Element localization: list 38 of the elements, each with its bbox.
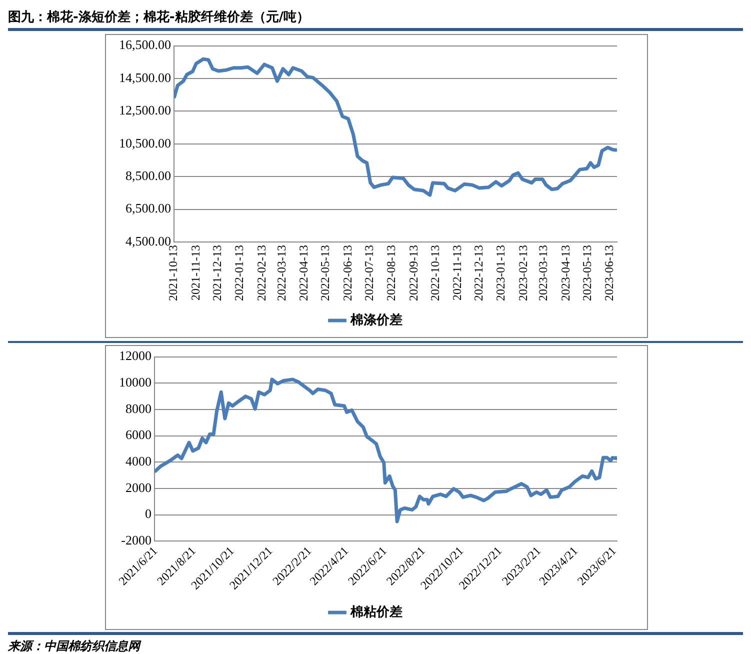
y-tick-label: -2000 [121, 532, 152, 548]
y-tick-label: 10,500.00 [119, 135, 171, 150]
y-tick-label: 8000 [126, 400, 152, 416]
y-tick-label: 6000 [126, 427, 152, 442]
y-tick-label: 14,500.00 [119, 70, 171, 85]
legend-label: 棉粘价差 [349, 604, 402, 620]
x-tick-label: 2023-01-13 [494, 245, 508, 302]
source-note: 来源：中国棉纺织信息网 [8, 638, 142, 654]
x-tick-label: 2023-06-13 [602, 245, 616, 302]
y-tick-label: 2000 [126, 480, 152, 495]
y-tick-label: 4000 [126, 454, 152, 469]
y-tick-label: 8,500.00 [126, 168, 171, 184]
x-tick-label: 2023-05-13 [580, 245, 594, 302]
x-tick-label: 2023-02-13 [516, 245, 530, 302]
chart-title: 图九：棉花-涤短价差；棉花-粘胶纤维价差（元/吨） [8, 8, 311, 26]
x-tick-label: 2022-02-13 [254, 245, 268, 302]
x-tick-label: 2022-07-13 [362, 245, 376, 302]
x-tick-label: 2022-05-13 [318, 245, 332, 302]
x-tick-label: 2022-12-13 [472, 245, 486, 302]
x-tick-label: 2022-03-13 [274, 245, 288, 302]
y-tick-label: 6,500.00 [126, 200, 171, 216]
y-tick-label: 12000 [119, 348, 152, 364]
x-tick-label: 2022-06-13 [340, 245, 354, 302]
y-tick-label: 16,500.00 [119, 37, 171, 52]
x-tick-label: 2021-12-13 [210, 245, 224, 302]
x-tick-label: 2022-04-13 [296, 245, 311, 302]
x-tick-label: 2022-01-13 [232, 245, 246, 302]
legend-label: 棉涤价差 [349, 312, 402, 328]
x-tick-label: 2022-10-13 [428, 245, 442, 302]
x-tick-label: 2022-11-13 [450, 245, 464, 301]
x-tick-label: 2022-08-13 [384, 245, 398, 302]
x-tick-label: 2022-09-13 [406, 245, 420, 302]
x-tick-label: 2023-03-13 [536, 245, 550, 302]
y-tick-label: 0 [145, 506, 152, 522]
x-tick-label: 2021-11-13 [188, 245, 202, 301]
y-tick-label: 10000 [119, 374, 152, 390]
y-tick-label: 12,500.00 [119, 102, 171, 118]
x-tick-label: 2023-04-13 [558, 245, 572, 302]
